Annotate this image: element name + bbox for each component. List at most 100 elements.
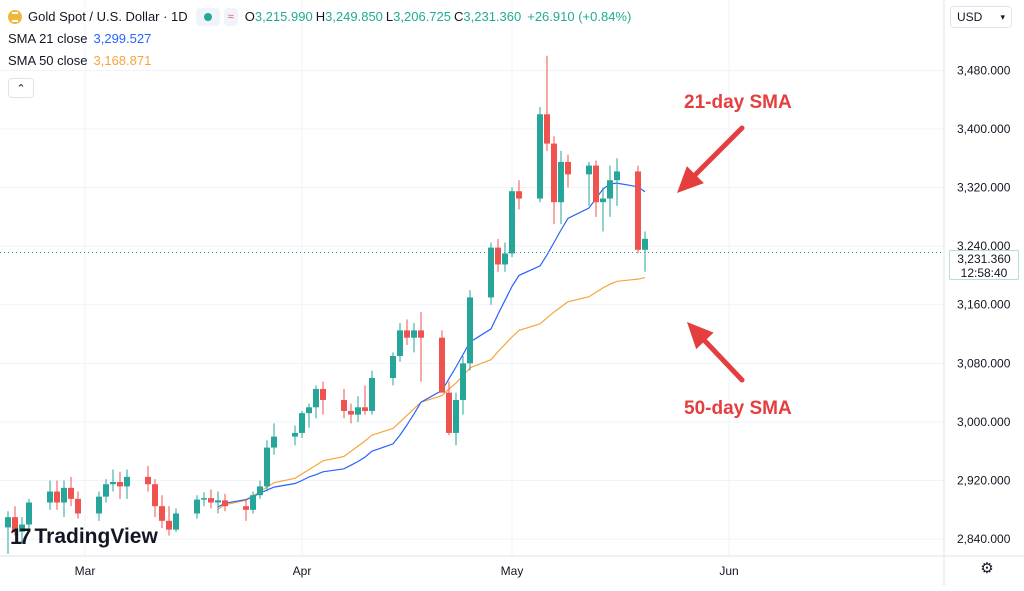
candle[interactable] bbox=[404, 319, 410, 346]
candle[interactable] bbox=[271, 423, 277, 455]
candle[interactable] bbox=[222, 493, 228, 512]
candle[interactable] bbox=[635, 165, 641, 254]
candle-body bbox=[75, 498, 81, 514]
candle[interactable] bbox=[411, 323, 417, 353]
candle[interactable] bbox=[348, 403, 354, 424]
candle-body bbox=[173, 513, 179, 530]
candle-body bbox=[292, 432, 298, 437]
candle[interactable] bbox=[26, 498, 32, 532]
candle[interactable] bbox=[593, 160, 599, 217]
candle[interactable] bbox=[397, 323, 403, 362]
y-tick-label: 3,400.000 bbox=[957, 122, 1011, 136]
candle[interactable] bbox=[306, 403, 312, 428]
candle[interactable] bbox=[355, 396, 361, 422]
candle[interactable] bbox=[117, 471, 123, 499]
candle-body bbox=[411, 330, 417, 338]
candle-body bbox=[124, 476, 130, 487]
candle[interactable] bbox=[61, 480, 67, 518]
candle[interactable] bbox=[152, 479, 158, 518]
candle[interactable] bbox=[54, 480, 60, 510]
candle[interactable] bbox=[467, 290, 473, 371]
candle[interactable] bbox=[47, 480, 53, 510]
candle[interactable] bbox=[201, 492, 207, 507]
candle[interactable] bbox=[460, 356, 466, 415]
open-label: O bbox=[244, 9, 255, 24]
symbol-title[interactable]: Gold Spot / U.S. Dollar · 1D bbox=[28, 9, 188, 24]
currency-selector[interactable]: USD ▾ bbox=[950, 6, 1012, 28]
candle[interactable] bbox=[488, 242, 494, 305]
candle-body bbox=[320, 388, 326, 400]
candle-body bbox=[313, 388, 319, 408]
sma21-line bbox=[217, 182, 646, 508]
candle[interactable] bbox=[299, 410, 305, 439]
candle-body bbox=[110, 482, 116, 485]
tradingview-logo[interactable]: 17 TradingView bbox=[10, 524, 158, 550]
candle-body bbox=[369, 377, 375, 411]
candle[interactable] bbox=[453, 392, 459, 446]
candle[interactable] bbox=[362, 385, 368, 415]
settings-gear-icon[interactable]: ⚙ bbox=[980, 560, 994, 577]
candle[interactable] bbox=[320, 381, 326, 415]
y-tick-label: 3,000.000 bbox=[957, 415, 1011, 429]
candle-body bbox=[145, 476, 151, 485]
candle[interactable] bbox=[243, 498, 249, 521]
candle-body bbox=[460, 363, 466, 400]
candle[interactable] bbox=[194, 495, 200, 519]
candle[interactable] bbox=[439, 330, 445, 393]
candle[interactable] bbox=[642, 231, 648, 272]
candle[interactable] bbox=[166, 506, 172, 536]
candle[interactable] bbox=[369, 370, 375, 415]
candle[interactable] bbox=[446, 381, 452, 436]
candle[interactable] bbox=[103, 479, 109, 503]
candle[interactable] bbox=[313, 385, 319, 419]
candle-body bbox=[306, 407, 312, 414]
candle-body bbox=[467, 297, 473, 364]
candle[interactable] bbox=[292, 425, 298, 446]
sma50-row[interactable]: SMA 50 close 3,168.871 bbox=[8, 50, 631, 72]
sma21-row[interactable]: SMA 21 close 3,299.527 bbox=[8, 28, 631, 50]
candle[interactable] bbox=[558, 150, 564, 225]
candle[interactable] bbox=[516, 180, 522, 210]
candle-body bbox=[614, 171, 620, 181]
market-status-pill[interactable] bbox=[195, 8, 220, 26]
gold-symbol-icon bbox=[8, 10, 22, 24]
candle[interactable] bbox=[509, 187, 515, 258]
candle[interactable] bbox=[537, 106, 543, 203]
wave-icon: ≈ bbox=[227, 11, 234, 23]
candle[interactable] bbox=[495, 238, 501, 272]
overlay-layer bbox=[0, 125, 944, 383]
candle[interactable] bbox=[614, 158, 620, 206]
candle[interactable] bbox=[565, 154, 571, 188]
candle[interactable] bbox=[159, 495, 165, 529]
candle[interactable] bbox=[110, 469, 116, 492]
candle[interactable] bbox=[544, 55, 550, 151]
candle-body bbox=[271, 436, 277, 448]
candle[interactable] bbox=[257, 480, 263, 499]
candle-body bbox=[390, 356, 396, 378]
candle[interactable] bbox=[208, 489, 214, 509]
candle[interactable] bbox=[12, 506, 18, 536]
candle[interactable] bbox=[600, 187, 606, 232]
candle[interactable] bbox=[264, 440, 270, 492]
candle[interactable] bbox=[586, 161, 592, 206]
candle[interactable] bbox=[68, 476, 74, 507]
collapse-legend-button[interactable]: ⌃ bbox=[8, 78, 34, 98]
candle[interactable] bbox=[607, 165, 613, 217]
candle[interactable] bbox=[96, 491, 102, 521]
candle[interactable] bbox=[19, 517, 25, 543]
candle[interactable] bbox=[145, 465, 151, 492]
candle[interactable] bbox=[390, 352, 396, 386]
candle[interactable] bbox=[551, 136, 557, 225]
candle[interactable] bbox=[5, 511, 11, 554]
candle[interactable] bbox=[124, 469, 130, 499]
candle[interactable] bbox=[75, 491, 81, 519]
compare-pill[interactable]: ≈ bbox=[223, 8, 238, 26]
candle[interactable] bbox=[502, 242, 508, 272]
candle[interactable] bbox=[418, 312, 424, 382]
candle[interactable] bbox=[250, 491, 256, 514]
candle[interactable] bbox=[215, 491, 221, 514]
candle[interactable] bbox=[173, 508, 179, 532]
candle[interactable] bbox=[341, 388, 347, 419]
